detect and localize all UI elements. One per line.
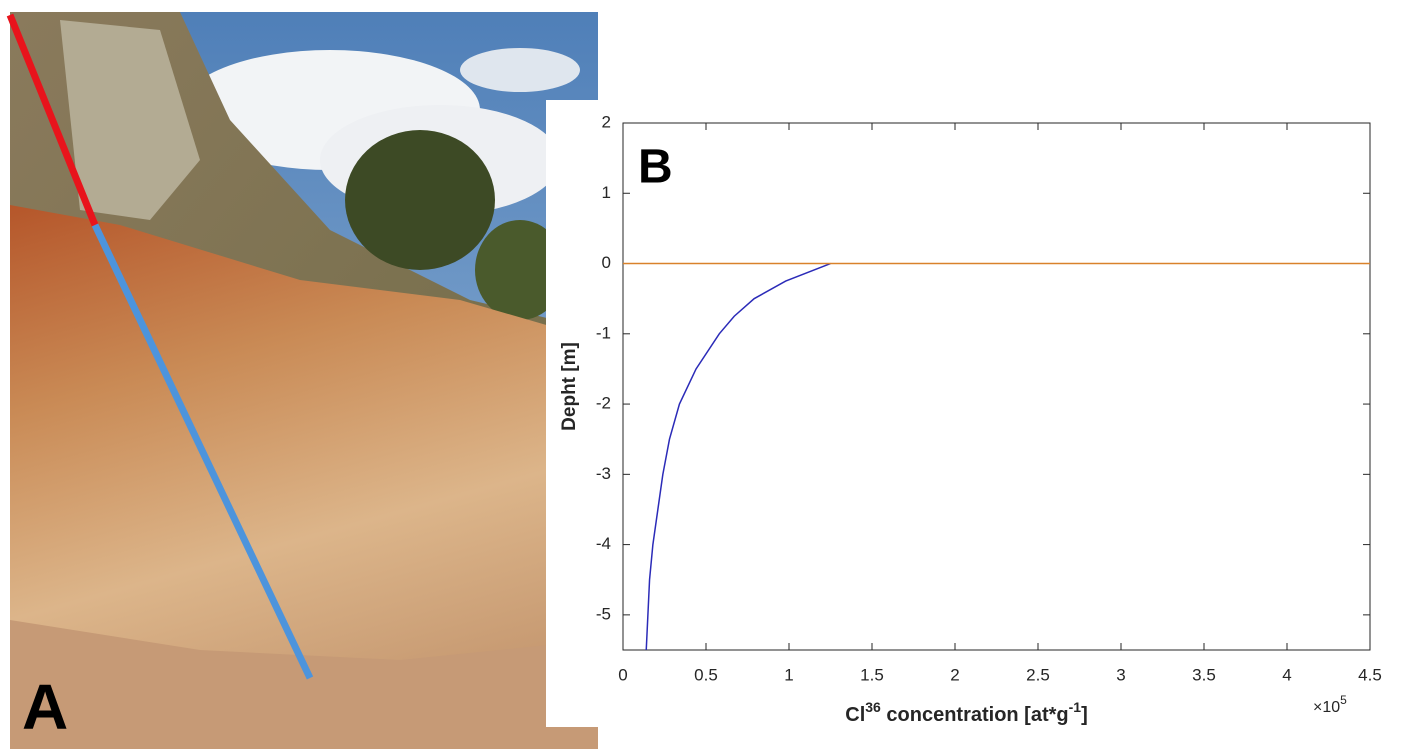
x-tick-label: 3.5 — [1192, 665, 1216, 684]
y-tick-label: -3 — [596, 464, 611, 483]
y-tick-label: -5 — [596, 604, 611, 623]
y-tick-label: 1 — [602, 183, 611, 202]
x-tick-label: 0.5 — [694, 665, 718, 684]
x-tick-label: 1.5 — [860, 665, 884, 684]
plot-area — [622, 122, 1371, 651]
x-axis-label-part: 36 — [865, 699, 881, 715]
x-axis-label-part: Cl — [845, 704, 865, 726]
series-line — [645, 262, 831, 651]
y-tick-label: -2 — [596, 394, 611, 413]
x-tick-label: 4 — [1282, 665, 1291, 684]
y-tick-label: 2 — [602, 112, 611, 131]
x-axis-label-part: concentration [at*g — [881, 704, 1069, 726]
x-tick-label: 0 — [618, 665, 627, 684]
y-tick-label: 0 — [602, 253, 611, 272]
x-axis-label-part: -1 — [1069, 699, 1082, 715]
photo: A — [6, 12, 598, 749]
x-tick-label: 2.5 — [1026, 665, 1050, 684]
y-axis-label: Depht [m] — [559, 342, 580, 431]
x-axis-label: Cl36 concentration [at*g-1] — [845, 699, 1088, 727]
panel-label: A — [22, 671, 68, 743]
axis-multiplier: ×105 — [1313, 693, 1347, 716]
x-tick-label: 2 — [950, 665, 959, 684]
y-tick-label: -4 — [596, 534, 611, 553]
x-tick-label: 3 — [1116, 665, 1125, 684]
panel-label: B — [638, 141, 673, 194]
x-axis-label-part: ] — [1081, 704, 1088, 726]
x-tick-label: 4.5 — [1358, 665, 1382, 684]
multiplier-base: ×10 — [1313, 699, 1340, 716]
y-tick-label: -1 — [596, 323, 611, 342]
chart: 0 0.5 1 1.5 2 2.5 3 3.5 4 4.5 -5 -4 -3 -2 -1 0 1 2 B Depht … — [559, 112, 1382, 726]
x-tick-label: 1 — [784, 665, 793, 684]
multiplier-exponent: 5 — [1340, 693, 1347, 707]
